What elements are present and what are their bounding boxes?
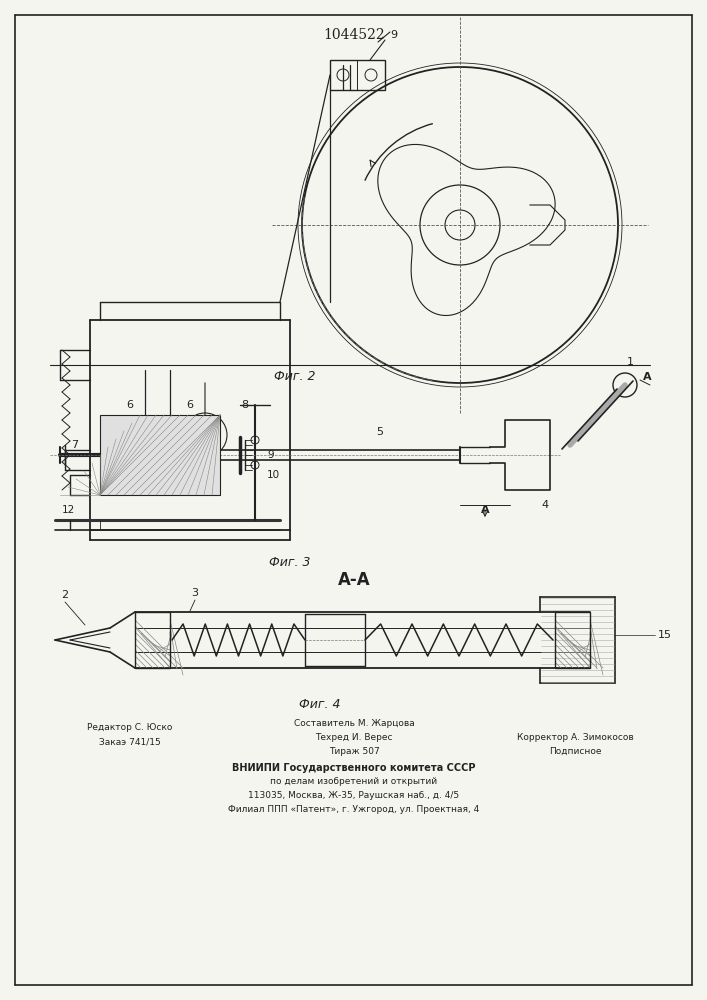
Text: Фиг. 2: Фиг. 2 [274,370,316,383]
Text: Корректор А. Зимокосов: Корректор А. Зимокосов [517,732,633,742]
Text: Закаэ 741/15: Закаэ 741/15 [99,738,161,746]
Text: А: А [643,372,652,382]
Text: Фиг. 4: Фиг. 4 [299,698,341,712]
Text: Фиг. 3: Фиг. 3 [269,556,311,568]
Text: 2: 2 [62,590,69,600]
Text: 4: 4 [542,500,549,510]
Text: 9: 9 [390,30,397,40]
Bar [330,60,385,90]
Text: 3: 3 [192,588,199,598]
Text: 9: 9 [267,450,274,460]
Text: Составитель М. Жарцова: Составитель М. Жарцова [293,718,414,728]
Text: 10: 10 [267,470,280,480]
Text: Подписное: Подписное [549,746,601,756]
Text: 1044522: 1044522 [323,28,385,42]
Text: Тираж 507: Тираж 507 [329,746,380,756]
Bar [135,612,170,668]
Bar [100,415,220,495]
Text: по делам изобретений и открытий: по делам изобретений и открытий [271,778,438,786]
Text: 6: 6 [187,400,194,410]
Bar [555,612,590,668]
Text: Редактор С. Юско: Редактор С. Юско [87,724,173,732]
Text: А: А [481,505,489,515]
Text: 1: 1 [626,357,633,367]
Text: Техред И. Верес: Техред И. Верес [315,732,393,742]
Text: 8: 8 [241,400,249,410]
Text: 15: 15 [658,630,672,640]
Text: 113035, Москва, Ж-35, Раушская наб., д. 4/5: 113035, Москва, Ж-35, Раушская наб., д. … [248,792,460,800]
Text: 7: 7 [71,440,78,450]
Text: 12: 12 [62,505,75,515]
Text: А-А: А-А [338,571,370,589]
Text: 5: 5 [377,427,383,437]
Text: 6: 6 [127,400,134,410]
Text: Филиал ППП «Патент», г. Ужгород, ул. Проектная, 4: Филиал ППП «Патент», г. Ужгород, ул. Про… [228,806,479,814]
Text: ВНИИПИ Государственного комитета СССР: ВНИИПИ Государственного комитета СССР [233,763,476,773]
